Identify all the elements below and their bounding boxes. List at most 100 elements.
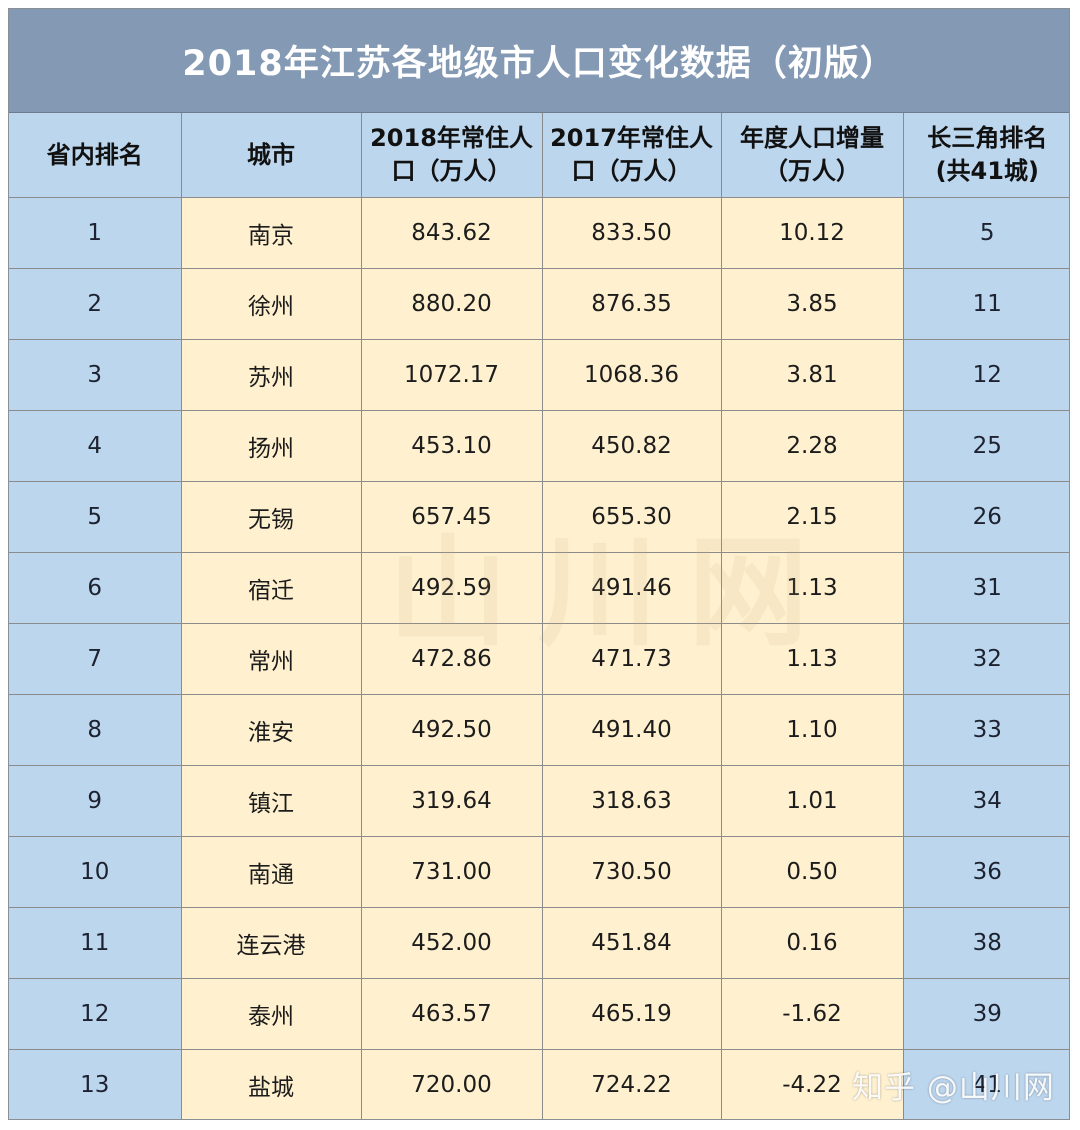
cell-yrd-rank: 32 [902, 623, 1069, 695]
cell-city: 宿迁 [180, 552, 362, 624]
cell-pop-2018: 492.59 [360, 552, 543, 624]
cell-province-rank: 6 [9, 552, 182, 624]
cell-province-rank: 3 [9, 339, 182, 411]
cell-pop-2018: 492.50 [360, 694, 543, 766]
cell-pop-2017: 724.22 [541, 1049, 722, 1119]
header-pop-2017: 2017年常住人 口（万人） [541, 113, 722, 198]
cell-city: 泰州 [180, 978, 362, 1050]
table-row: 2 徐州 880.20 876.35 3.85 11 [9, 268, 1069, 340]
cell-city: 苏州 [180, 339, 362, 411]
cell-province-rank: 10 [9, 836, 182, 908]
table-row: 7 常州 472.86 471.73 1.13 32 [9, 623, 1069, 695]
header-pop-2018: 2018年常住人 口（万人） [360, 113, 543, 198]
cell-pop-2018: 1072.17 [360, 339, 543, 411]
page-title: 2018年江苏各地级市人口变化数据（初版） [182, 44, 896, 84]
cell-city: 盐城 [180, 1049, 362, 1119]
table-row: 10 南通 731.00 730.50 0.50 36 [9, 836, 1069, 908]
cell-yrd-rank: 26 [902, 481, 1069, 553]
cell-yrd-rank: 11 [902, 268, 1069, 340]
cell-yrd-rank: 34 [902, 765, 1069, 837]
cell-pop-2018: 720.00 [360, 1049, 543, 1119]
header-yrd-rank: 长三角排名 (共41城) [902, 113, 1069, 198]
table-row: 12 泰州 463.57 465.19 -1.62 39 [9, 978, 1069, 1050]
cell-city: 无锡 [180, 481, 362, 553]
header-annual-change: 年度人口增量 （万人） [720, 113, 904, 198]
cell-annual-change: -4.22 [720, 1049, 904, 1119]
cell-annual-change: 0.50 [720, 836, 904, 908]
cell-pop-2017: 471.73 [541, 623, 722, 695]
cell-annual-change: 1.13 [720, 552, 904, 624]
table-row: 13 盐城 720.00 724.22 -4.22 41 [9, 1049, 1069, 1119]
cell-pop-2017: 491.40 [541, 694, 722, 766]
population-table: 省内排名 城市 2018年常住人 口（万人） 2017年常住人 口（万人） 年度人口… [9, 113, 1069, 1119]
cell-annual-change: 1.13 [720, 623, 904, 695]
cell-pop-2017: 730.50 [541, 836, 722, 908]
cell-pop-2018: 843.62 [360, 197, 543, 269]
cell-city: 连云港 [180, 907, 362, 979]
cell-annual-change: 3.81 [720, 339, 904, 411]
cell-annual-change: 10.12 [720, 197, 904, 269]
cell-pop-2017: 491.46 [541, 552, 722, 624]
table-row: 4 扬州 453.10 450.82 2.28 25 [9, 410, 1069, 482]
cell-pop-2017: 833.50 [541, 197, 722, 269]
cell-yrd-rank: 25 [902, 410, 1069, 482]
cell-annual-change: 2.28 [720, 410, 904, 482]
cell-pop-2017: 1068.36 [541, 339, 722, 411]
cell-pop-2018: 319.64 [360, 765, 543, 837]
cell-annual-change: 1.10 [720, 694, 904, 766]
cell-province-rank: 4 [9, 410, 182, 482]
cell-annual-change: 1.01 [720, 765, 904, 837]
cell-yrd-rank: 39 [902, 978, 1069, 1050]
cell-pop-2017: 465.19 [541, 978, 722, 1050]
cell-province-rank: 9 [9, 765, 182, 837]
cell-annual-change: -1.62 [720, 978, 904, 1050]
cell-pop-2017: 450.82 [541, 410, 722, 482]
cell-pop-2017: 655.30 [541, 481, 722, 553]
cell-pop-2018: 472.86 [360, 623, 543, 695]
table-row: 1 南京 843.62 833.50 10.12 5 [9, 197, 1069, 269]
cell-yrd-rank: 5 [902, 197, 1069, 269]
cell-pop-2018: 452.00 [360, 907, 543, 979]
cell-yrd-rank: 38 [902, 907, 1069, 979]
cell-province-rank: 12 [9, 978, 182, 1050]
cell-province-rank: 2 [9, 268, 182, 340]
table-row: 9 镇江 319.64 318.63 1.01 34 [9, 765, 1069, 837]
header-row: 省内排名 城市 2018年常住人 口（万人） 2017年常住人 口（万人） 年度人口… [9, 113, 1069, 198]
cell-yrd-rank: 36 [902, 836, 1069, 908]
cell-pop-2017: 876.35 [541, 268, 722, 340]
cell-pop-2018: 463.57 [360, 978, 543, 1050]
cell-pop-2018: 880.20 [360, 268, 543, 340]
cell-city: 南通 [180, 836, 362, 908]
cell-pop-2018: 731.00 [360, 836, 543, 908]
cell-province-rank: 8 [9, 694, 182, 766]
cell-annual-change: 0.16 [720, 907, 904, 979]
table-row: 3 苏州 1072.17 1068.36 3.81 12 [9, 339, 1069, 411]
header-city: 城市 [180, 113, 362, 198]
cell-city: 扬州 [180, 410, 362, 482]
title-band: 2018年江苏各地级市人口变化数据（初版） [9, 9, 1069, 113]
cell-city: 镇江 [180, 765, 362, 837]
table-row: 8 淮安 492.50 491.40 1.10 33 [9, 694, 1069, 766]
cell-yrd-rank: 41 [902, 1049, 1069, 1119]
cell-pop-2017: 451.84 [541, 907, 722, 979]
table-row: 6 宿迁 492.59 491.46 1.13 31 [9, 552, 1069, 624]
cell-province-rank: 1 [9, 197, 182, 269]
data-table-frame: 2018年江苏各地级市人口变化数据（初版） 省内排名 城市 2018年常住人 口（… [8, 8, 1070, 1120]
cell-yrd-rank: 12 [902, 339, 1069, 411]
cell-yrd-rank: 31 [902, 552, 1069, 624]
cell-province-rank: 11 [9, 907, 182, 979]
cell-pop-2017: 318.63 [541, 765, 722, 837]
table-row: 11 连云港 452.00 451.84 0.16 38 [9, 907, 1069, 979]
cell-city: 南京 [180, 197, 362, 269]
header-province-rank: 省内排名 [9, 113, 182, 198]
cell-pop-2018: 453.10 [360, 410, 543, 482]
cell-annual-change: 3.85 [720, 268, 904, 340]
cell-annual-change: 2.15 [720, 481, 904, 553]
cell-pop-2018: 657.45 [360, 481, 543, 553]
cell-province-rank: 13 [9, 1049, 182, 1119]
cell-city: 常州 [180, 623, 362, 695]
cell-yrd-rank: 33 [902, 694, 1069, 766]
cell-province-rank: 5 [9, 481, 182, 553]
table-row: 5 无锡 657.45 655.30 2.15 26 [9, 481, 1069, 553]
cell-province-rank: 7 [9, 623, 182, 695]
